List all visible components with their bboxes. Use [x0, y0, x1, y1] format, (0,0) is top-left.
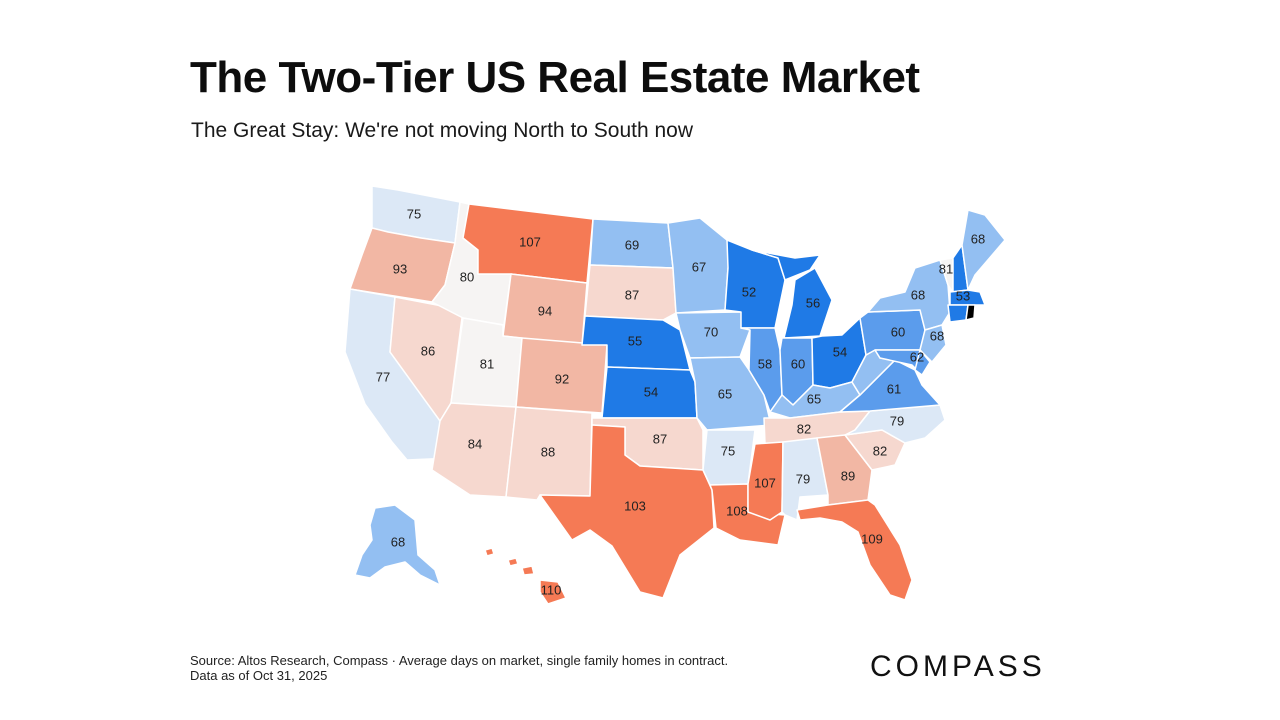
state-label-nj: 68	[930, 328, 944, 343]
chart-subtitle: The Great Stay: We're not moving North t…	[191, 119, 694, 142]
state-label-id: 80	[460, 269, 474, 284]
state-label-wy: 94	[538, 303, 552, 318]
state-label-ks: 54	[644, 384, 658, 399]
state-label-tn: 82	[797, 421, 811, 436]
state-label-nh: 53	[956, 288, 970, 303]
state-label-in: 60	[791, 356, 805, 371]
state-label-nc: 79	[890, 413, 904, 428]
state-label-nm: 88	[541, 444, 555, 459]
chart-title: The Two-Tier US Real Estate Market	[190, 53, 920, 102]
state-label-mi: 56	[806, 295, 820, 310]
state-label-va: 61	[887, 381, 901, 396]
state-label-sd: 87	[625, 287, 639, 302]
state-label-ga: 89	[841, 468, 855, 483]
state-label-ar: 75	[721, 443, 735, 458]
state-label-al: 79	[796, 471, 810, 486]
state-label-ak: 68	[391, 534, 405, 549]
state-hi-1	[484, 547, 495, 557]
state-label-fl: 109	[861, 531, 883, 546]
state-label-wa: 75	[407, 206, 421, 221]
state-tx	[539, 424, 715, 599]
state-label-ne: 55	[628, 333, 642, 348]
state-label-ok: 87	[653, 431, 667, 446]
state-label-ut: 81	[480, 356, 494, 371]
state-label-ia: 70	[704, 324, 718, 339]
state-label-ny: 68	[911, 287, 925, 302]
source-note: Source: Altos Research, Compass · Averag…	[190, 653, 728, 683]
state-hi-2	[507, 557, 519, 567]
state-label-hi: 110	[541, 582, 562, 597]
state-ct	[947, 304, 969, 323]
state-de	[914, 349, 931, 376]
state-mi-up	[751, 249, 821, 281]
state-label-sc: 82	[873, 443, 887, 458]
state-label-tx: 103	[624, 498, 646, 513]
state-label-oh: 54	[833, 344, 847, 359]
state-ri	[965, 304, 976, 321]
state-label-de: 62	[910, 349, 924, 364]
state-label-mt: 107	[519, 234, 541, 249]
state-label-la: 108	[726, 503, 748, 518]
state-ak	[354, 504, 441, 586]
state-label-co: 92	[555, 371, 569, 386]
state-sd	[584, 264, 677, 321]
state-label-me: 68	[971, 231, 985, 246]
state-label-ky: 65	[807, 391, 821, 406]
state-label-nv: 86	[421, 343, 435, 358]
compass-logo: COMPASS	[870, 650, 1046, 683]
state-label-or: 93	[393, 261, 407, 276]
state-label-pa: 60	[891, 324, 905, 339]
state-label-mn: 67	[692, 259, 706, 274]
state-label-mo: 65	[718, 386, 732, 401]
state-label-az: 84	[468, 436, 482, 451]
state-fl	[796, 499, 913, 601]
state-label-il: 58	[758, 356, 772, 371]
state-hi-4	[539, 579, 567, 605]
state-ma	[949, 289, 986, 306]
state-label-vt: 81	[939, 261, 953, 276]
state-label-ca: 77	[376, 369, 390, 384]
state-me	[961, 209, 1006, 291]
source-line-1: Source: Altos Research, Compass · Averag…	[190, 653, 729, 668]
state-label-nd: 69	[625, 237, 639, 252]
state-hi-3	[521, 565, 535, 576]
state-label-wi: 52	[742, 284, 756, 299]
source-line-2: Data as of Oct 31, 2025	[190, 668, 328, 683]
state-label-ms: 107	[754, 475, 776, 490]
state-nj	[919, 324, 947, 363]
state-value-labels: 75 93 77 86 80 107 94 81 92 84 88 69 87 55 54 87 103 67 70…	[376, 206, 985, 597]
